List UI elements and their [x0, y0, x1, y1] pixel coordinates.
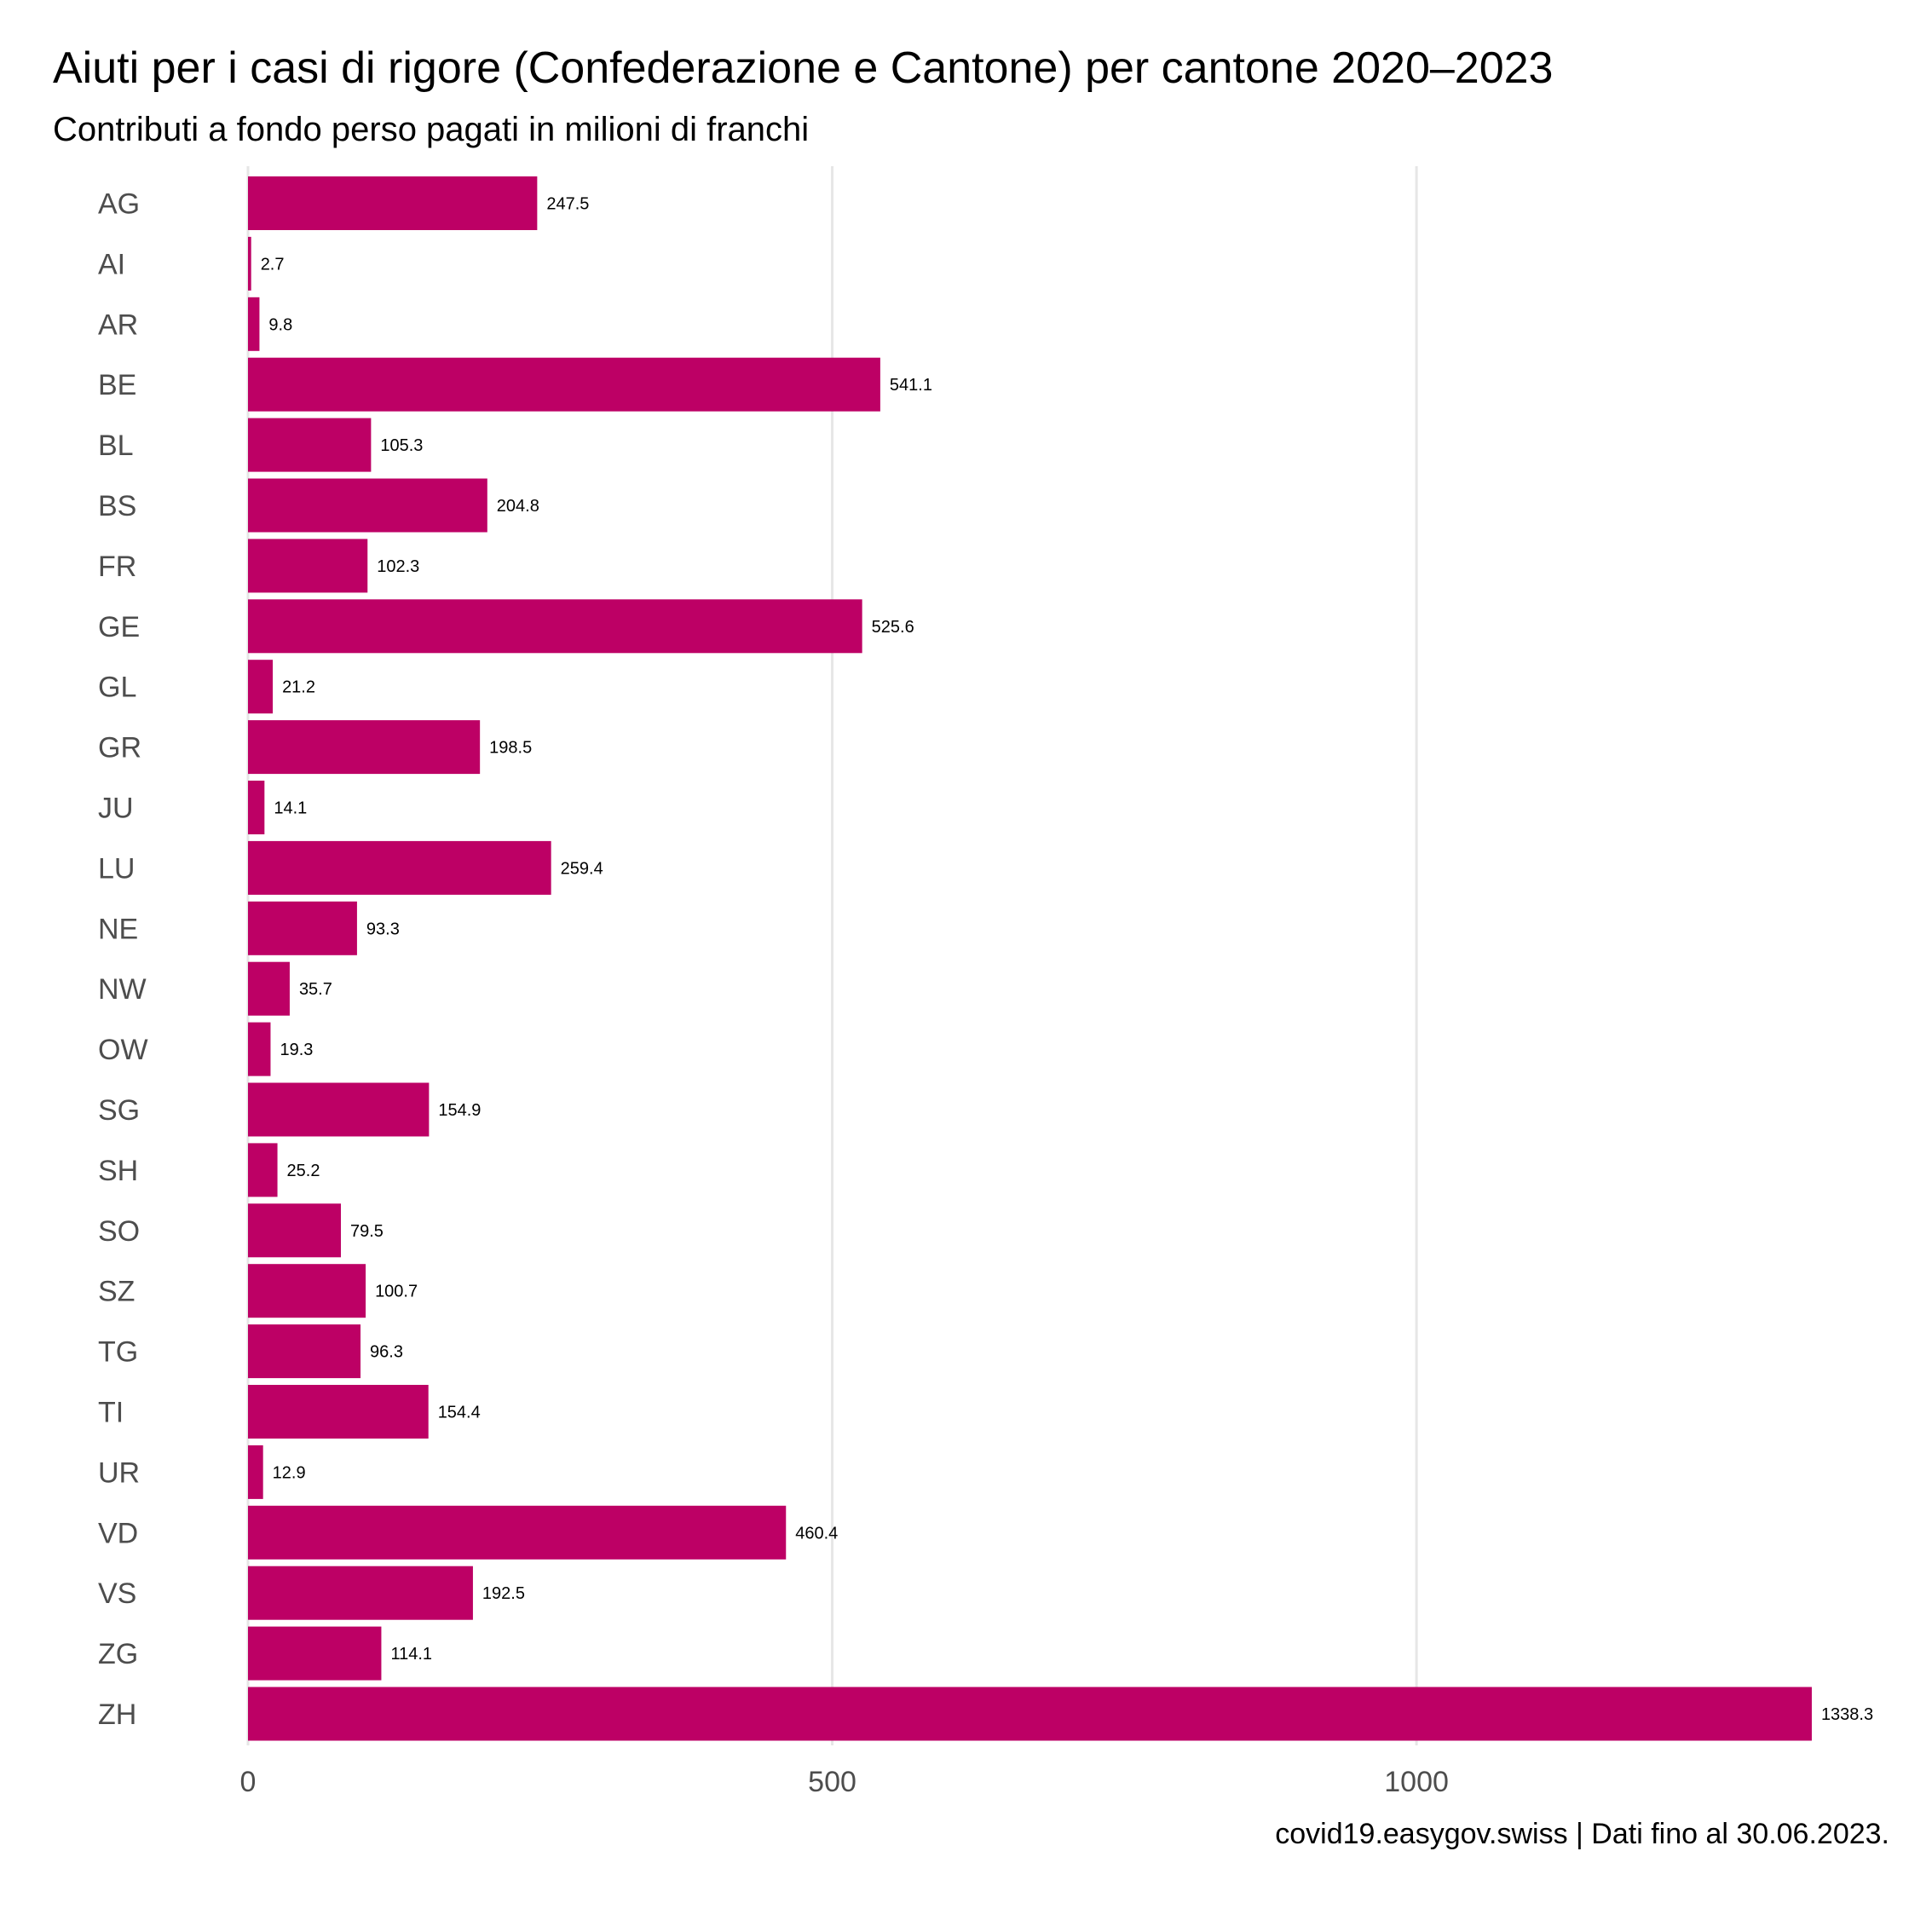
bar-gl — [248, 660, 274, 714]
category-label: VS — [98, 1577, 136, 1610]
bar-ge — [248, 599, 862, 654]
chart-caption: covid19.easygov.swiss | Dati fino al 30.… — [1275, 1818, 1889, 1850]
value-label: 525.6 — [872, 618, 914, 637]
category-label: TG — [98, 1336, 138, 1369]
category-label: SZ — [98, 1276, 135, 1308]
value-label: 259.4 — [561, 859, 603, 878]
bar-vd — [248, 1505, 787, 1560]
value-label: 21.2 — [282, 678, 315, 697]
bar-sg — [248, 1082, 430, 1137]
bar-fr — [248, 539, 368, 593]
bar-vs — [248, 1566, 473, 1620]
bar-sh — [248, 1143, 278, 1197]
bar-ai — [248, 236, 251, 291]
x-axis-ticks: 0 500 1000 — [240, 1766, 1449, 1798]
bar-ar — [248, 297, 260, 351]
bar-ag — [248, 176, 538, 230]
bar-zh — [248, 1687, 1812, 1741]
bar-nw — [248, 961, 290, 1016]
bar-zg — [248, 1626, 382, 1681]
category-label: AI — [98, 248, 125, 280]
value-label: 204.8 — [497, 497, 539, 516]
bar-ur — [248, 1445, 263, 1499]
bar-sz — [248, 1264, 366, 1318]
value-label: 9.8 — [268, 315, 292, 334]
bar-gr — [248, 720, 481, 775]
category-label: UR — [98, 1456, 140, 1489]
bar-ne — [248, 901, 357, 955]
category-label: GE — [98, 611, 140, 643]
value-label: 12.9 — [273, 1463, 306, 1482]
value-label: 198.5 — [489, 739, 532, 758]
bar-tg — [248, 1324, 361, 1379]
value-label: 460.4 — [795, 1524, 838, 1543]
value-label: 114.1 — [390, 1645, 432, 1664]
category-labels: AG AI AR BE BL BS FR GE GL GR JU LU NE NW OW SG SH SO SZ TG… — [98, 188, 148, 1732]
value-label: 25.2 — [287, 1162, 320, 1180]
category-label: NW — [98, 973, 147, 1006]
category-label: JU — [98, 793, 134, 825]
x-tick-label: 1000 — [1384, 1766, 1449, 1798]
bar-so — [248, 1203, 342, 1258]
value-label: 105.3 — [380, 436, 423, 455]
bar-lu — [248, 840, 551, 895]
category-label: BE — [98, 369, 136, 401]
category-label: NE — [98, 913, 138, 945]
category-label: LU — [98, 852, 135, 885]
category-label: FR — [98, 551, 136, 583]
x-tick-label: 0 — [240, 1766, 257, 1798]
value-label: 2.7 — [261, 255, 285, 274]
bar-ti — [248, 1385, 429, 1439]
value-label: 93.3 — [366, 920, 400, 938]
chart-title: Aiuti per i casi di rigore (Confederazio… — [53, 43, 1554, 93]
category-label: ZG — [98, 1638, 138, 1670]
bar-bl — [248, 418, 372, 472]
bars — [248, 176, 1812, 1741]
value-label: 100.7 — [375, 1283, 418, 1301]
value-label: 154.9 — [438, 1101, 481, 1120]
x-tick-label: 500 — [808, 1766, 856, 1798]
value-label: 35.7 — [299, 980, 332, 999]
value-label: 79.5 — [350, 1222, 384, 1241]
category-label: SH — [98, 1155, 138, 1187]
category-label: GR — [98, 732, 141, 764]
category-label: BS — [98, 490, 136, 522]
value-label: 102.3 — [377, 557, 419, 576]
category-label: SG — [98, 1094, 140, 1127]
value-label: 192.5 — [482, 1584, 525, 1603]
bar-be — [248, 357, 880, 412]
bar-bs — [248, 478, 487, 533]
value-label: 96.3 — [370, 1343, 403, 1362]
category-label: OW — [98, 1034, 148, 1066]
value-label: 247.5 — [546, 195, 589, 214]
category-label: AR — [98, 309, 138, 341]
value-label: 19.3 — [280, 1041, 313, 1059]
category-label: TI — [98, 1397, 124, 1429]
value-labels: 247.5 2.7 9.8 541.1 105.3 204.8 102.3 525.6 21.2… — [261, 195, 1873, 1725]
category-label: AG — [98, 188, 140, 221]
bar-ju — [248, 781, 265, 834]
category-label: GL — [98, 672, 136, 704]
value-label: 541.1 — [890, 376, 932, 395]
chart-subtitle: Contributi a fondo perso pagati in milio… — [53, 111, 810, 148]
value-label: 1338.3 — [1821, 1705, 1873, 1724]
category-label: SO — [98, 1215, 140, 1248]
value-label: 154.4 — [438, 1404, 481, 1422]
category-label: BL — [98, 430, 134, 462]
category-label: VD — [98, 1517, 138, 1549]
category-label: ZH — [98, 1698, 136, 1731]
bar-ow — [248, 1022, 271, 1076]
value-label: 14.1 — [274, 799, 307, 818]
